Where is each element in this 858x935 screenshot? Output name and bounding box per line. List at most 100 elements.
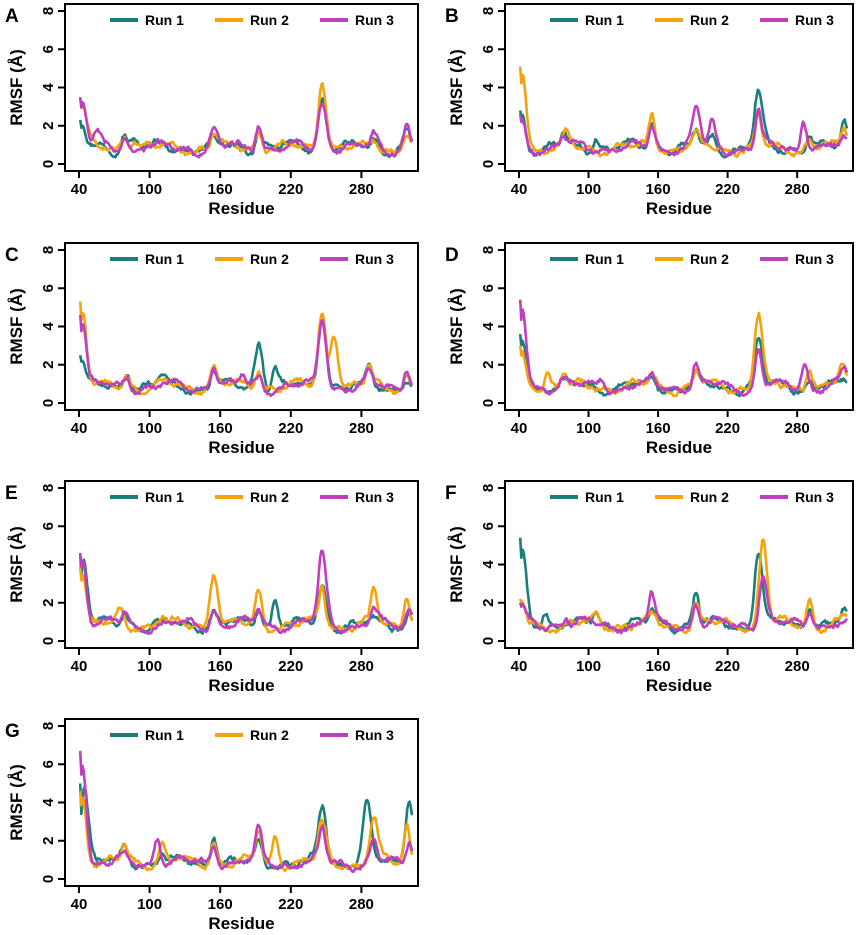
legend-label-run-1: Run 1	[145, 12, 184, 28]
legend-label-run-1: Run 1	[585, 251, 624, 267]
legend-label-run-1: Run 1	[585, 489, 624, 505]
y-axis-title: RMSF (Å)	[7, 526, 26, 602]
x-tick-label: 160	[646, 420, 671, 437]
legend-label-run-3: Run 3	[355, 12, 394, 28]
legend-label-run-1: Run 1	[145, 251, 184, 267]
y-tick-label: 6	[40, 284, 57, 292]
x-tick-label: 220	[278, 896, 303, 913]
x-tick-label: 280	[349, 420, 374, 437]
y-tick-label: 6	[480, 522, 497, 530]
x-axis-title: Residue	[208, 914, 274, 933]
legend-label-run-2: Run 2	[690, 12, 729, 28]
x-tick-label: 40	[71, 658, 88, 675]
legend-label-run-2: Run 2	[690, 251, 729, 267]
x-tick-label: 100	[137, 896, 162, 913]
y-tick-label: 8	[480, 7, 497, 15]
x-tick-label: 100	[576, 181, 601, 198]
y-tick-label: 0	[40, 160, 57, 168]
panel-letter: B	[445, 6, 459, 27]
x-tick-label: 160	[208, 420, 233, 437]
legend-label-run-3: Run 3	[355, 727, 394, 743]
panel-letter: F	[445, 483, 457, 504]
panel-g: G 0 2 4 6 8 40 100 160 220 280 Residue RMSF (Å) Run 1…	[5, 718, 419, 933]
y-tick-label: 4	[40, 322, 57, 331]
y-tick-label: 0	[480, 399, 497, 407]
y-tick-label: 4	[40, 798, 57, 807]
x-tick-label: 220	[715, 420, 740, 437]
series-line-run-3	[78, 314, 414, 397]
y-tick-label: 4	[40, 560, 57, 569]
y-tick-label: 8	[40, 722, 57, 730]
x-tick-label: 40	[71, 420, 88, 437]
panel-e: E 0 2 4 6 8 40 100 160 220 280 Residue RMSF (Å) Run 1…	[5, 480, 419, 695]
legend-label-run-1: Run 1	[145, 727, 184, 743]
panel-a: A 0 2 4 6 8 40 100 160 220 280 Residue RMSF (Å) Run 1…	[5, 3, 419, 218]
y-tick-label: 2	[40, 122, 57, 130]
series-line-run-1	[518, 537, 848, 635]
x-axis-title: Residue	[208, 438, 274, 457]
y-axis-title: RMSF (Å)	[7, 288, 26, 364]
y-tick-label: 2	[480, 122, 497, 130]
legend-label-run-3: Run 3	[355, 489, 394, 505]
x-tick-label: 280	[785, 181, 810, 198]
y-tick-label: 2	[480, 599, 497, 607]
y-tick-label: 0	[40, 637, 57, 645]
y-tick-label: 4	[40, 83, 57, 92]
series-line-run-3	[518, 575, 849, 635]
y-tick-label: 8	[40, 7, 57, 15]
panel-letter: C	[5, 245, 19, 266]
x-tick-label: 160	[208, 181, 233, 198]
y-tick-label: 6	[40, 760, 57, 768]
x-tick-label: 160	[646, 658, 671, 675]
y-axis-title: RMSF (Å)	[447, 49, 466, 125]
y-tick-label: 0	[40, 875, 57, 883]
y-tick-label: 6	[40, 522, 57, 530]
y-tick-label: 0	[480, 637, 497, 645]
y-tick-label: 2	[40, 361, 57, 369]
legend-label-run-2: Run 2	[250, 489, 289, 505]
legend-label-run-1: Run 1	[585, 12, 624, 28]
legend-label-run-2: Run 2	[250, 12, 289, 28]
y-tick-label: 0	[40, 399, 57, 407]
legend-label-run-3: Run 3	[355, 251, 394, 267]
series-line-run-3	[78, 549, 414, 636]
x-tick-label: 220	[278, 420, 303, 437]
legend-label-run-3: Run 3	[795, 251, 834, 267]
x-tick-label: 160	[208, 896, 233, 913]
panel-letter: A	[5, 6, 19, 27]
panel-letter: E	[5, 483, 18, 504]
x-tick-label: 40	[71, 181, 88, 198]
y-tick-label: 4	[480, 83, 497, 92]
x-tick-label: 40	[511, 181, 528, 198]
y-axis-title: RMSF (Å)	[447, 288, 466, 364]
x-tick-label: 100	[576, 420, 601, 437]
legend-label-run-2: Run 2	[250, 727, 289, 743]
x-tick-label: 220	[715, 181, 740, 198]
y-tick-label: 2	[40, 599, 57, 607]
panel-letter: G	[5, 721, 20, 742]
y-tick-label: 2	[480, 361, 497, 369]
x-axis-title: Residue	[646, 199, 712, 218]
panel-f: F 0 2 4 6 8 40 100 160 220 280 Residue RMSF (Å) Run 1…	[445, 480, 854, 695]
x-tick-label: 280	[349, 181, 374, 198]
legend-label-run-2: Run 2	[690, 489, 729, 505]
y-axis-title: RMSF (Å)	[7, 764, 26, 840]
y-tick-label: 8	[480, 246, 497, 254]
y-tick-label: 6	[480, 45, 497, 53]
legend-label-run-3: Run 3	[795, 489, 834, 505]
series-line-run-3	[518, 299, 849, 398]
panel-d: D 0 2 4 6 8 40 100 160 220 280 Residue RMSF (Å) Run 1…	[445, 242, 854, 457]
x-axis-title: Residue	[646, 676, 712, 695]
panel-b: B 0 2 4 6 8 40 100 160 220 280 Residue RMSF (Å) Run 1…	[445, 3, 854, 218]
x-tick-label: 220	[278, 658, 303, 675]
y-tick-label: 4	[480, 322, 497, 331]
y-tick-label: 2	[40, 837, 57, 845]
panel-letter: D	[445, 245, 459, 266]
y-tick-label: 0	[480, 160, 497, 168]
x-tick-label: 40	[511, 420, 528, 437]
x-axis-title: Residue	[646, 438, 712, 457]
x-tick-label: 100	[137, 658, 162, 675]
x-tick-label: 40	[511, 658, 528, 675]
legend-label-run-2: Run 2	[250, 251, 289, 267]
